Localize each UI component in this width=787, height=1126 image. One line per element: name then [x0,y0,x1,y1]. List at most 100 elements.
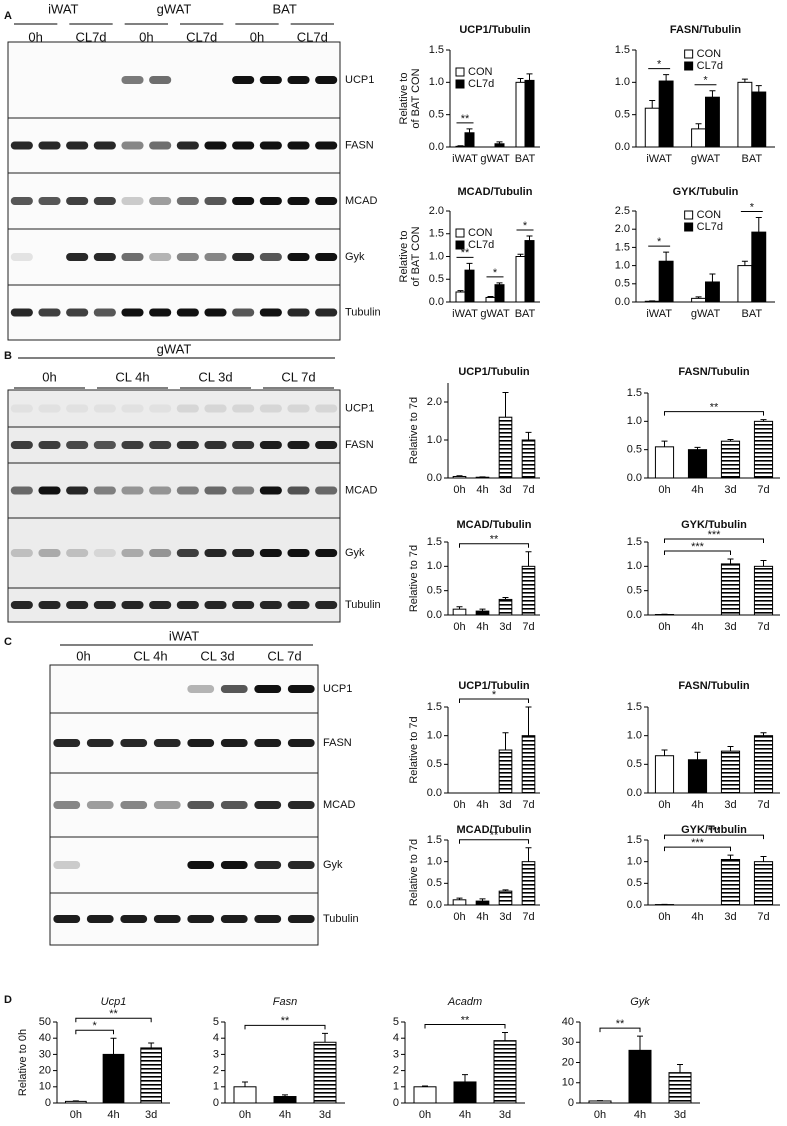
y-tick-label: 0.0 [627,899,642,911]
bar [413,1086,437,1104]
y-axis-label: Relative to 7d [408,545,420,612]
x-tick-label: 4h [476,799,488,811]
y-tick-label: 2.0 [615,223,630,235]
x-tick-label: iWAT [452,153,478,165]
error-bar [695,296,702,299]
bar [524,240,535,303]
legend-label: CON [697,48,722,60]
blot-band [66,308,89,317]
blot-band [121,76,144,84]
blot-band [176,308,199,317]
lane-label: CL 3d [200,648,234,663]
bar [273,1096,297,1104]
bar [452,475,467,479]
y-axis-label: of BAT CON [410,226,422,286]
blot-band [93,486,116,495]
blot-band [204,197,227,205]
y-tick-label: 1.5 [427,701,442,713]
blot-band [315,141,338,150]
y-tick-label: 30 [39,1048,51,1060]
bar [658,260,674,303]
blot-band [220,801,248,809]
blot-group-label: gWAT [157,1,192,16]
protein-label: Tubulin [323,913,359,925]
blot-band [120,801,148,809]
chart-title: FASN/Tubulin [678,680,750,692]
blot-band [38,486,61,495]
bar [485,296,496,303]
x-tick-label: iWAT [646,308,672,320]
error-bar [709,273,716,282]
y-tick-label: 1.0 [615,76,630,88]
panel-label: D [4,994,12,1006]
bar [453,1081,477,1104]
blot-band [287,915,315,923]
sig-bracket [664,846,731,852]
bar [753,565,774,616]
y-tick-label: 0.0 [427,609,442,621]
error-bar [479,608,486,612]
blot-strip [7,462,341,519]
blot-band [93,197,116,205]
blot-band [254,801,282,809]
protein-label: Tubulin [345,306,381,318]
blot-band [220,915,248,923]
blot-band [204,308,227,317]
blot-band [259,141,282,150]
y-tick-label: 0 [213,1097,219,1109]
x-tick-label: 3d [145,1109,157,1121]
x-tick-label: iWAT [452,308,478,320]
y-tick-label: 0.5 [627,877,642,889]
bar [521,439,536,479]
blot-band [220,861,248,869]
bar [64,1100,87,1104]
blot-band [287,76,310,84]
error-bar [663,251,670,262]
blot-band [204,486,227,495]
y-tick-label: 20 [562,1056,574,1068]
blot-band [120,915,148,923]
blot-band [149,486,172,495]
y-tick-label: 0.5 [627,758,642,770]
y-tick-label: 1.0 [427,434,442,446]
bar [464,269,475,303]
lane-label: 0h [250,29,264,44]
blot-band [38,197,61,205]
y-tick-label: 1.5 [627,701,642,713]
y-tick-label: 40 [39,1032,51,1044]
bar [464,132,475,148]
lane-label: CL 7d [281,369,315,384]
bar [452,608,467,616]
error-bar [649,99,656,109]
error-bar [637,1035,643,1051]
sig-bracket [664,550,731,556]
y-axis-label: Relative to 0h [17,1029,29,1096]
error-bar [755,85,762,93]
y-axis-label: Relative to [398,231,410,283]
blot-band [220,739,248,747]
y-tick-label: 1 [213,1081,219,1093]
y-tick-label: 4 [393,1032,399,1044]
y-tick-label: 1.5 [427,834,442,846]
blot-band [121,601,144,609]
blot-band [232,486,255,495]
sig-bracket [459,698,529,703]
blot-strip [7,426,341,464]
chart-title: GYK/Tubulin [681,519,747,531]
blot-title: iWAT [169,628,199,643]
bar [588,1100,612,1104]
blot-band [121,441,144,449]
error-bar [727,558,734,564]
blot-band [153,739,181,747]
y-tick-label: 0 [393,1097,399,1109]
bar [737,81,753,148]
y-tick-label: 30 [562,1036,574,1048]
protein-label: UCP1 [345,74,374,86]
protein-label: Gyk [345,547,365,559]
x-tick-label: 3d [724,484,736,496]
error-bar [457,290,464,292]
lane-label: 0h [28,29,42,44]
x-tick-label: 4h [476,911,488,923]
blot-band [287,486,310,495]
y-tick-label: 10 [562,1077,574,1089]
